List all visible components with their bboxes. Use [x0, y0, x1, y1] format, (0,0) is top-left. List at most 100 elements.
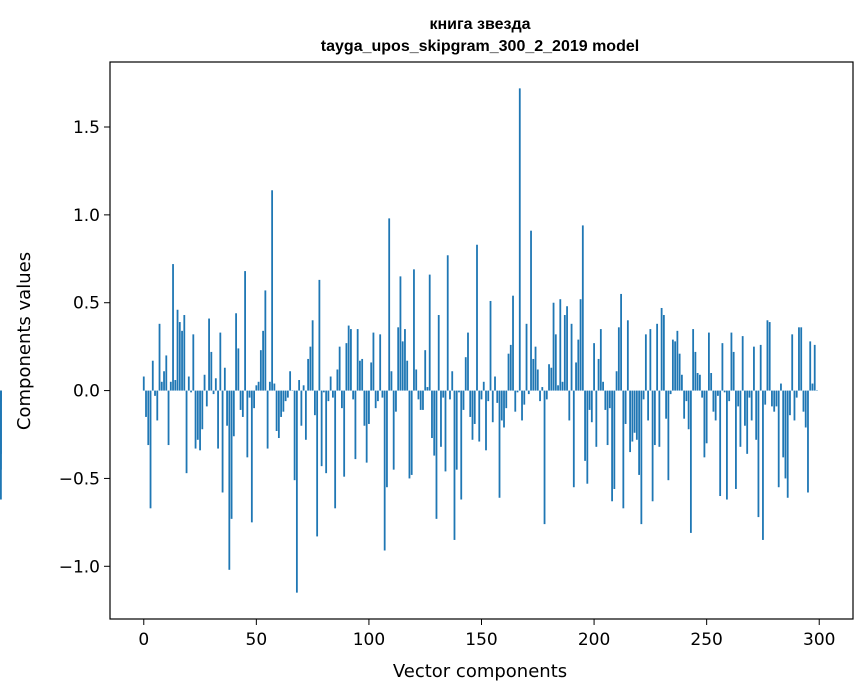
- bar: [535, 347, 537, 391]
- plot-frame: [110, 62, 853, 619]
- bar: [593, 343, 595, 390]
- bar: [546, 391, 548, 400]
- bar: [523, 391, 525, 405]
- bar: [733, 352, 735, 391]
- bar: [564, 315, 566, 391]
- bar: [280, 391, 282, 417]
- bar: [460, 391, 462, 500]
- bar: [307, 359, 309, 391]
- bar: [217, 391, 219, 449]
- bar: [251, 391, 253, 523]
- bar: [611, 391, 613, 502]
- bar: [559, 299, 561, 390]
- bar: [555, 334, 557, 390]
- bar: [483, 382, 485, 391]
- bar: [373, 333, 375, 391]
- bar: [573, 391, 575, 488]
- bar: [364, 391, 366, 426]
- bar: [409, 391, 411, 479]
- bar: [465, 357, 467, 390]
- bar: [526, 324, 528, 391]
- bar: [145, 391, 147, 417]
- bar: [749, 391, 751, 398]
- bar: [150, 391, 152, 509]
- bar: [472, 391, 474, 440]
- bar: [174, 380, 176, 391]
- bar: [454, 391, 456, 540]
- bar: [429, 275, 431, 391]
- bar: [609, 391, 611, 409]
- bar: [744, 391, 746, 426]
- bar-series: [0, 88, 818, 592]
- bar: [431, 391, 433, 438]
- bar: [458, 391, 460, 393]
- bar: [620, 294, 622, 391]
- bar: [778, 391, 780, 488]
- bar: [467, 333, 469, 391]
- bar: [789, 391, 791, 416]
- bar: [341, 391, 343, 409]
- bar: [370, 362, 372, 390]
- bar: [415, 369, 417, 390]
- bar: [532, 359, 534, 391]
- y-tick-label: −1.0: [59, 557, 100, 577]
- y-tick-label: 0.0: [73, 382, 100, 402]
- bar: [663, 315, 665, 391]
- bar: [226, 391, 228, 426]
- bar: [767, 320, 769, 390]
- bar: [300, 391, 302, 426]
- x-tick-label: 0: [138, 630, 149, 650]
- bar: [672, 340, 674, 391]
- bar: [192, 334, 194, 390]
- bar: [755, 391, 757, 440]
- y-tick-label: 1.0: [73, 206, 100, 226]
- bar: [510, 345, 512, 391]
- bar: [314, 391, 316, 416]
- bar: [0, 391, 2, 402]
- bar: [318, 280, 320, 391]
- bar: [517, 391, 519, 393]
- bar: [647, 391, 649, 421]
- bar: [640, 391, 642, 525]
- bar: [213, 391, 215, 395]
- bar: [519, 88, 521, 390]
- bar: [798, 327, 800, 390]
- bar: [424, 350, 426, 390]
- bar: [746, 391, 748, 454]
- bar: [159, 324, 161, 391]
- bar: [631, 391, 633, 442]
- bar: [803, 391, 805, 412]
- bar: [242, 391, 244, 417]
- bar: [771, 391, 773, 407]
- bar: [814, 345, 816, 391]
- bar: [809, 341, 811, 390]
- x-tick-label: 100: [353, 630, 385, 650]
- bar: [643, 391, 645, 400]
- bar: [264, 290, 266, 390]
- bar: [357, 329, 359, 391]
- bar: [665, 391, 667, 419]
- bar: [501, 391, 503, 421]
- bar: [607, 391, 609, 445]
- bar: [165, 355, 167, 390]
- bar: [494, 377, 496, 391]
- bar: [240, 391, 242, 410]
- bar: [197, 391, 199, 440]
- bar: [400, 276, 402, 390]
- bar: [787, 391, 789, 498]
- bar: [330, 377, 332, 391]
- bar: [206, 391, 208, 407]
- bar: [445, 391, 447, 472]
- bar: [278, 391, 280, 438]
- bar: [679, 354, 681, 391]
- bar: [282, 391, 284, 412]
- y-axis-label: Components values: [14, 252, 35, 430]
- bar: [422, 391, 424, 410]
- bar: [537, 369, 539, 390]
- bar: [688, 391, 690, 430]
- bar: [758, 391, 760, 518]
- bar: [474, 391, 476, 424]
- bar: [346, 343, 348, 390]
- bar: [382, 391, 384, 398]
